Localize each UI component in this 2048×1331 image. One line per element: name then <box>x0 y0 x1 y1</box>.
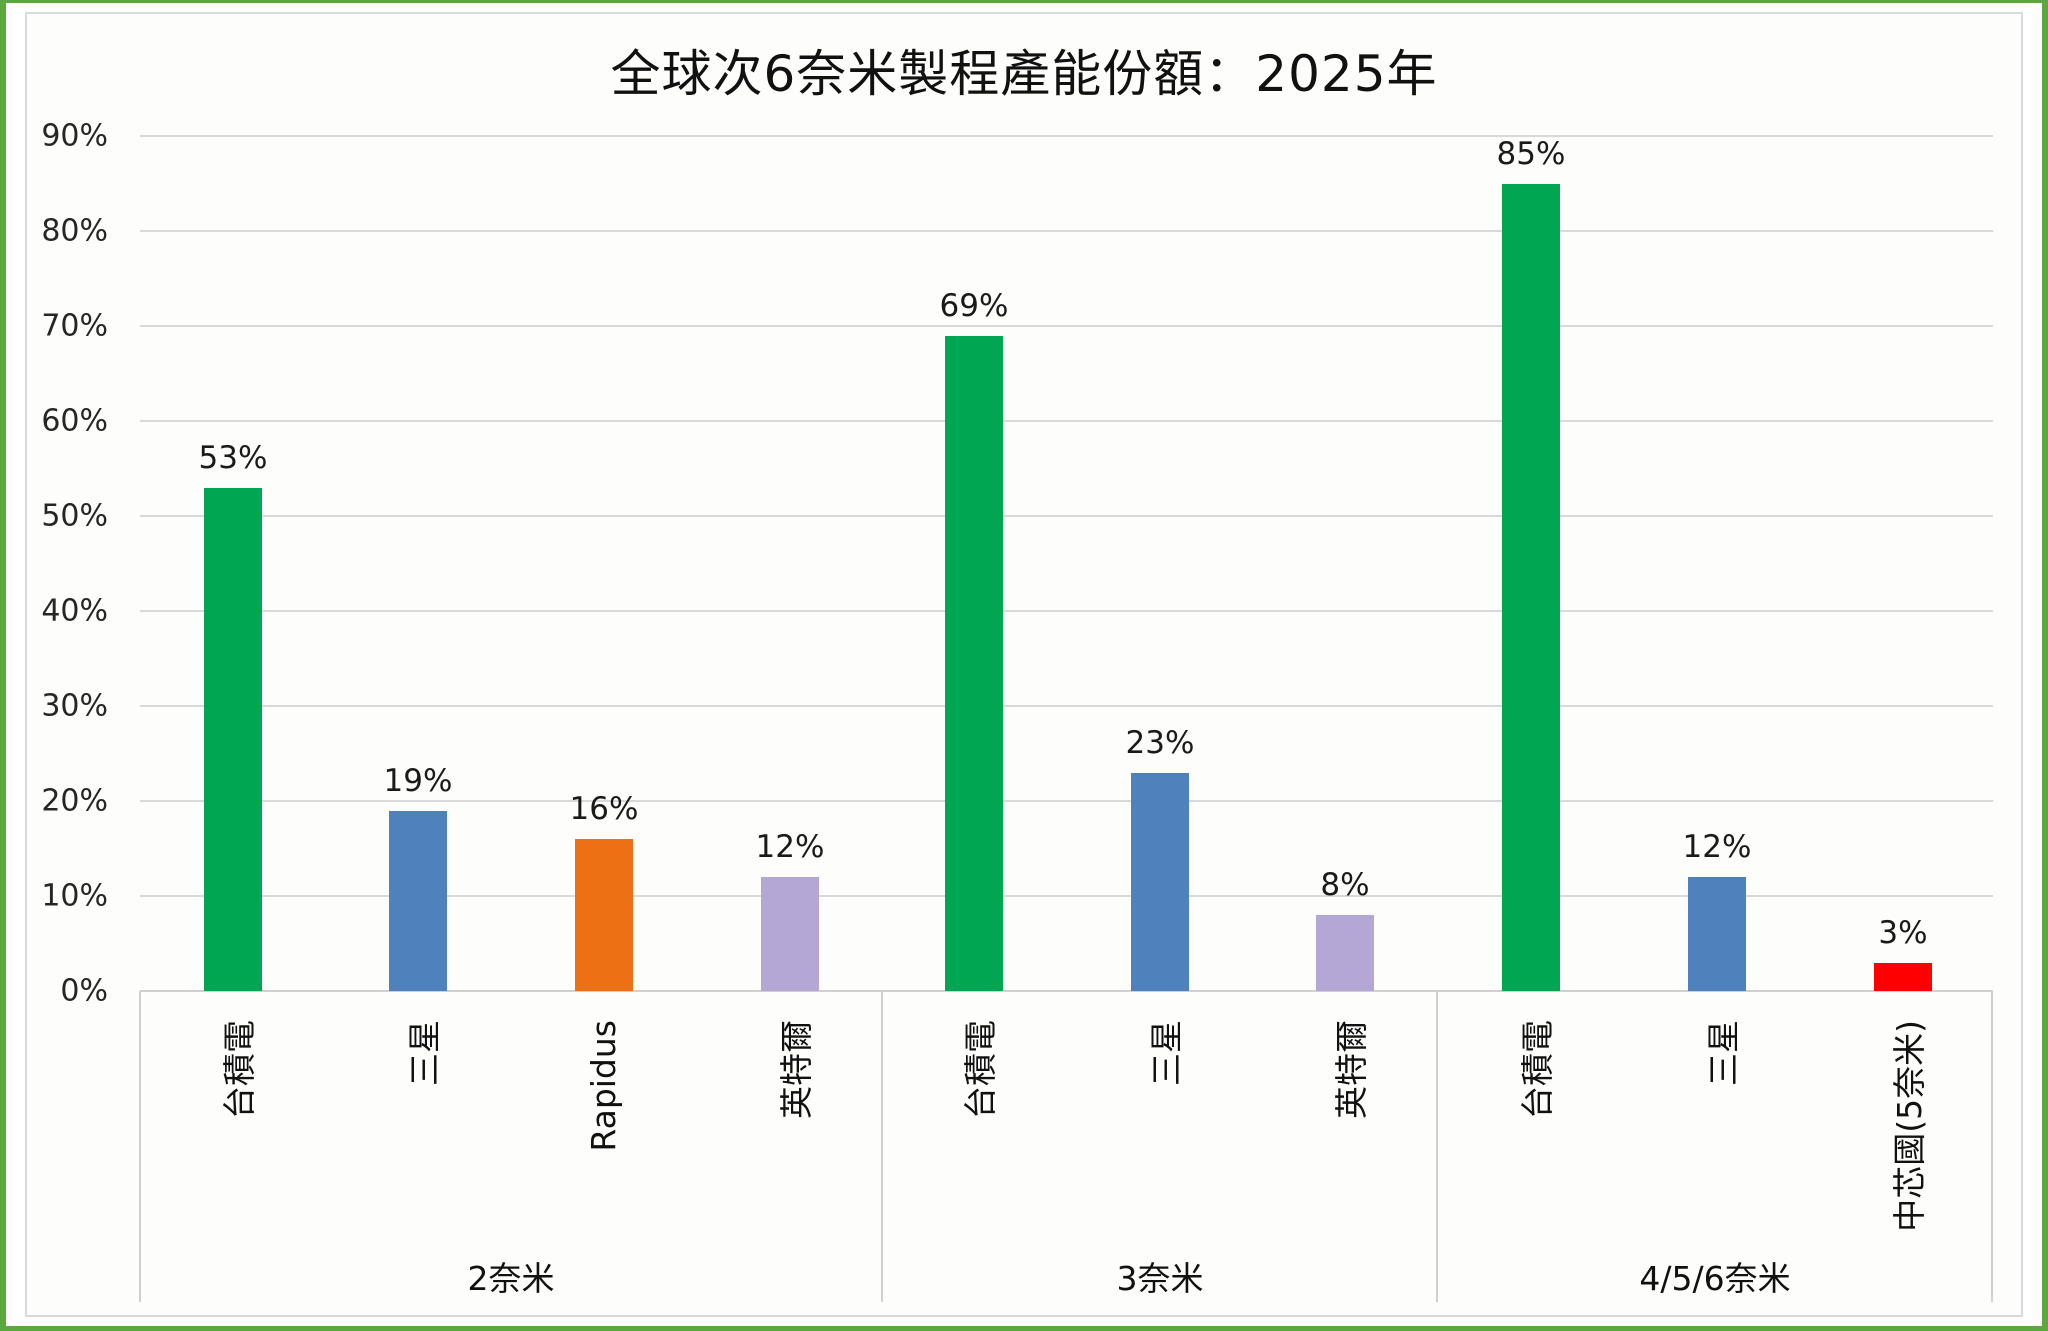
bar <box>1131 772 1189 991</box>
chart-area <box>25 12 2023 1317</box>
gridline <box>140 705 1993 707</box>
category-label: 台積電 <box>1518 1020 1557 1119</box>
bar <box>1316 915 1374 991</box>
group-label: 4/5/6奈米 <box>1639 1259 1791 1298</box>
category-label: 英特爾 <box>777 1020 816 1119</box>
gridline <box>140 230 1993 232</box>
y-tick-label: 80% <box>41 213 108 249</box>
y-tick-label: 90% <box>41 118 108 154</box>
gridline <box>140 325 1993 327</box>
category-label: 三星 <box>1704 1020 1743 1086</box>
y-tick-label: 0% <box>60 973 108 1009</box>
group-separator <box>881 991 883 1302</box>
category-label: 中芯國(5奈米) <box>1890 1020 1929 1232</box>
gridline <box>140 515 1993 517</box>
bar <box>761 877 819 991</box>
bar <box>945 335 1003 991</box>
y-tick-label: 20% <box>41 783 108 819</box>
bar <box>204 487 262 991</box>
gridline <box>140 610 1993 612</box>
data-label: 3% <box>1878 914 1928 951</box>
data-label: 85% <box>1496 135 1566 172</box>
y-tick-label: 60% <box>41 403 108 439</box>
x-axis-line <box>140 990 1993 992</box>
data-label: 12% <box>755 829 825 865</box>
data-label: 69% <box>939 287 1009 324</box>
data-label: 12% <box>1682 829 1752 865</box>
y-tick-label: 30% <box>41 688 108 724</box>
group-separator <box>139 991 141 1302</box>
data-label: 23% <box>1125 724 1195 761</box>
category-label: 英特爾 <box>1332 1020 1371 1119</box>
gridline <box>140 420 1993 422</box>
bar <box>575 839 633 991</box>
data-label: 53% <box>198 439 268 476</box>
bar <box>1502 183 1560 991</box>
chart-title: 全球次6奈米製程產能份額：2025年 <box>610 45 1438 103</box>
y-tick-label: 40% <box>41 593 108 629</box>
data-label: 16% <box>569 791 639 827</box>
group-label: 3奈米 <box>1116 1259 1204 1298</box>
data-label: 19% <box>383 762 453 799</box>
category-label: 三星 <box>1147 1020 1186 1086</box>
group-separator <box>1436 991 1438 1302</box>
gridline <box>140 895 1993 897</box>
y-tick-label: 70% <box>41 308 108 344</box>
y-tick-label: 10% <box>41 878 108 914</box>
category-label: 台積電 <box>961 1020 1000 1119</box>
bar <box>1688 877 1746 991</box>
data-label: 8% <box>1320 867 1370 903</box>
category-label: Rapidus <box>584 1020 623 1152</box>
category-label: 三星 <box>405 1020 444 1086</box>
bar <box>1874 962 1932 991</box>
group-label: 2奈米 <box>467 1259 555 1298</box>
group-separator <box>1991 991 1993 1302</box>
category-label: 台積電 <box>220 1020 259 1119</box>
gridline <box>140 135 1993 137</box>
y-tick-label: 50% <box>41 498 108 534</box>
gridline <box>140 800 1993 802</box>
bar <box>389 810 447 991</box>
